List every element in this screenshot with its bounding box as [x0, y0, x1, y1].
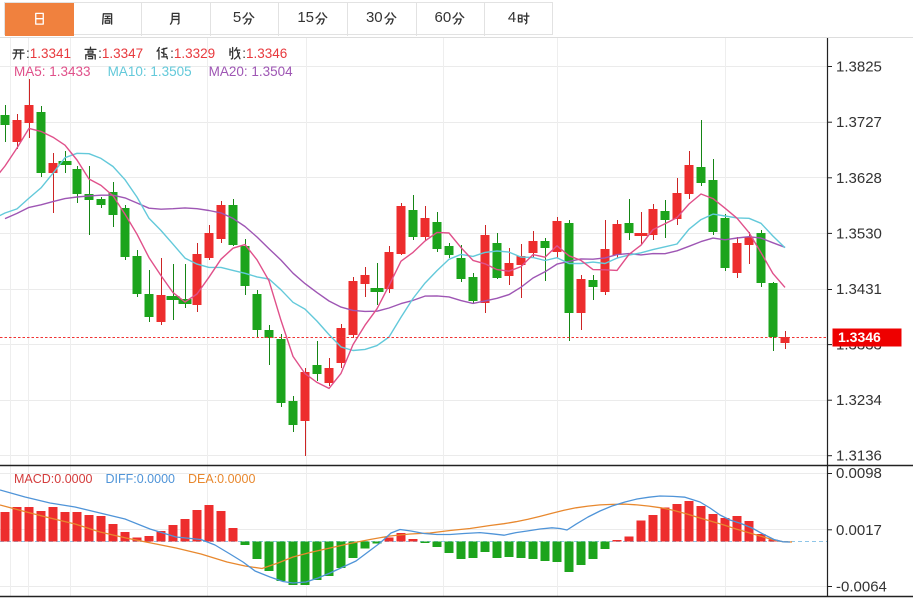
svg-text:-0.0064: -0.0064 [836, 579, 887, 596]
svg-text:0.0017: 0.0017 [836, 522, 882, 539]
svg-text:1.3234: 1.3234 [836, 392, 882, 409]
svg-text:1.3530: 1.3530 [836, 225, 882, 242]
svg-text:1.3346: 1.3346 [838, 329, 881, 345]
svg-text:0.0098: 0.0098 [836, 465, 882, 482]
svg-text:1.3431: 1.3431 [836, 281, 882, 298]
svg-text:1.3727: 1.3727 [836, 114, 882, 131]
svg-text:1.3825: 1.3825 [836, 59, 882, 76]
svg-text:1.3136: 1.3136 [836, 448, 882, 465]
svg-text:1.3628: 1.3628 [836, 170, 882, 187]
